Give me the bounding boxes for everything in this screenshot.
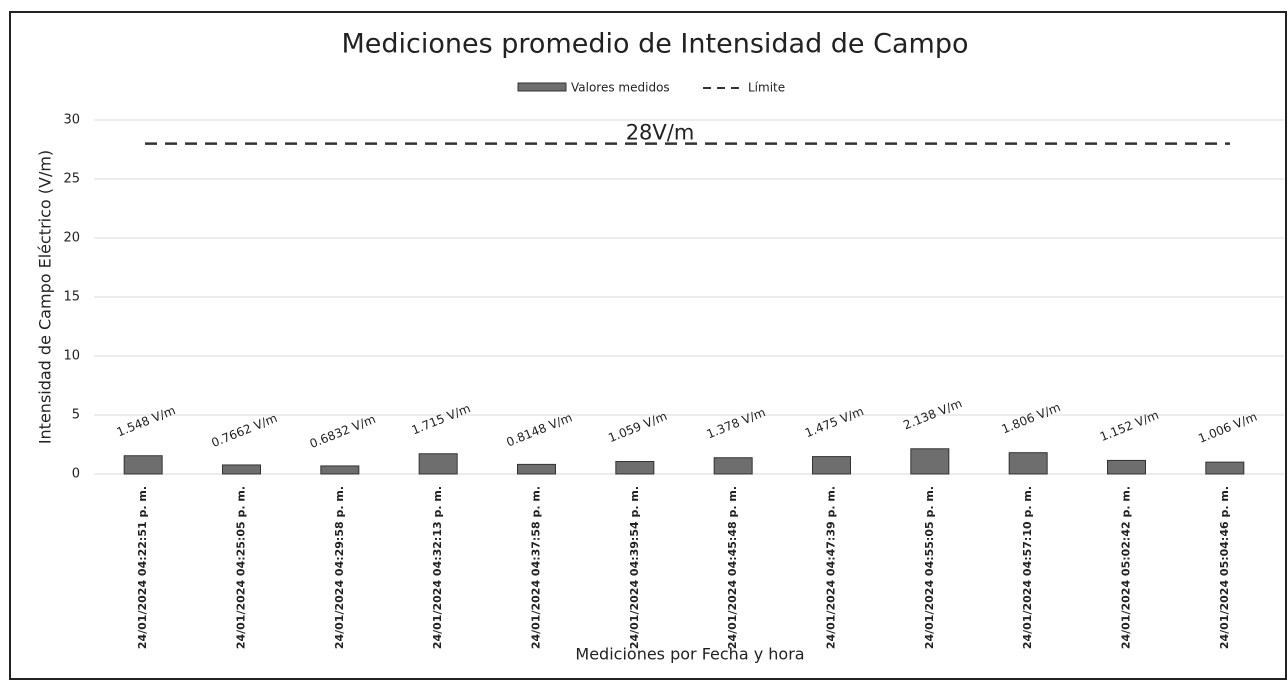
- y-tick-label: 30: [63, 113, 80, 128]
- bar: [418, 453, 458, 475]
- x-tick-label: 24/01/2024 04:45:48 p. m.: [726, 486, 739, 649]
- x-tick-label: 24/01/2024 04:47:39 p. m.: [825, 486, 838, 649]
- y-tick-label: 0: [72, 467, 80, 482]
- bar: [123, 455, 163, 475]
- legend-label: Valores medidos: [571, 81, 670, 95]
- bar: [910, 448, 950, 475]
- x-tick-label: 24/01/2024 05:04:46 p. m.: [1218, 486, 1231, 649]
- y-axis-title: Intensidad de Campo Eléctrico (V/m): [36, 150, 55, 444]
- y-tick-label: 10: [63, 349, 80, 364]
- x-tick-label: 24/01/2024 05:02:42 p. m.: [1120, 486, 1133, 649]
- x-tick-label: 24/01/2024 04:25:05 p. m.: [235, 486, 248, 649]
- y-tick-label: 25: [63, 172, 80, 187]
- x-axis-title: Mediciones por Fecha y hora: [575, 645, 804, 664]
- limit-label: 28V/m: [626, 121, 695, 145]
- bar: [517, 463, 556, 475]
- bar: [812, 456, 851, 475]
- x-tick-label: 24/01/2024 04:32:13 p. m.: [431, 486, 444, 649]
- chart-title: Mediciones promedio de Intensidad de Cam…: [342, 29, 969, 60]
- x-tick-label: 24/01/2024 04:57:10 p. m.: [1021, 486, 1034, 649]
- bar: [222, 464, 261, 475]
- bar: [1008, 452, 1048, 475]
- bar: [1107, 459, 1146, 475]
- y-tick-label: 20: [63, 231, 80, 246]
- bar: [713, 457, 753, 475]
- x-tick-label: 24/01/2024 04:22:51 p. m.: [136, 486, 149, 649]
- legend-label: Límite: [748, 81, 785, 95]
- bar: [615, 461, 655, 475]
- x-tick-label: 24/01/2024 04:29:58 p. m.: [333, 486, 346, 649]
- bar: [1205, 461, 1245, 475]
- y-tick-label: 15: [63, 290, 80, 305]
- bar: [320, 465, 360, 475]
- x-tick-label: 24/01/2024 04:55:05 p. m.: [923, 486, 936, 649]
- x-tick-label: 24/01/2024 04:39:54 p. m.: [628, 486, 641, 649]
- legend-swatch: [517, 82, 567, 92]
- y-tick-label: 5: [72, 408, 80, 423]
- x-tick-label: 24/01/2024 04:37:58 p. m.: [530, 486, 543, 649]
- chart-frame: [9, 11, 1287, 680]
